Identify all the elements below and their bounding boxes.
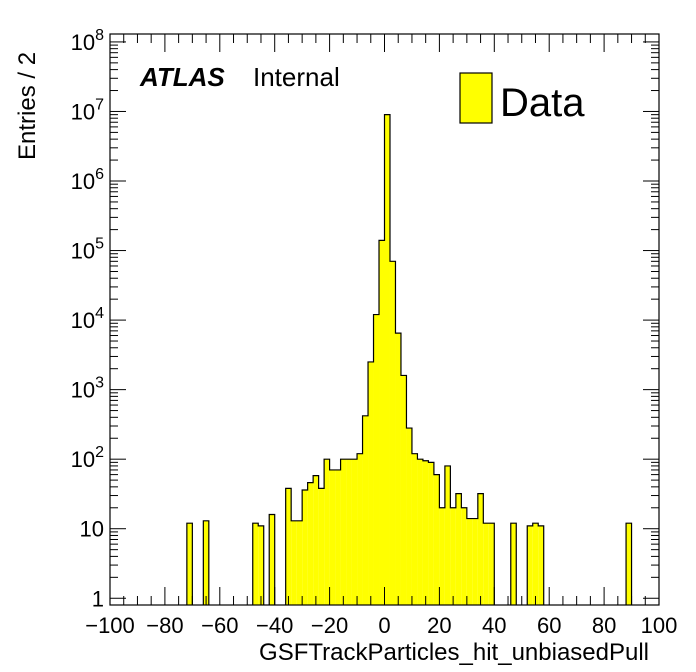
x-tick-label: 60 [537, 613, 561, 638]
legend-label-data: Data [500, 81, 585, 125]
histogram-bin-13 [329, 469, 336, 605]
histogram-bin-42 [488, 523, 495, 605]
histogram-bin-47 [626, 523, 632, 605]
x-axis-title: GSFTrackParticles_hit_unbiasedPull [259, 639, 649, 666]
histogram-outline [186, 114, 633, 605]
y-axis-title: Entries / 2 [14, 52, 41, 160]
atlas-status-label: Internal [253, 62, 340, 92]
histogram-bars [186, 114, 633, 605]
axis-ticks [109, 34, 660, 605]
histogram-bin-19 [362, 415, 369, 605]
histogram-bin-5 [285, 488, 292, 605]
histogram-bin-26 [400, 375, 407, 605]
histogram-bin-7 [296, 520, 303, 605]
histogram-bin-4 [269, 514, 275, 605]
histogram-bin-10 [313, 475, 319, 605]
histogram-bin-18 [357, 453, 363, 605]
histogram-bin-21 [373, 314, 380, 605]
y-tick-label: 104 [71, 305, 104, 333]
histogram-bin-28 [411, 453, 418, 605]
histogram-bin-24 [389, 261, 396, 605]
y-tick-label: 103 [71, 375, 104, 403]
histogram-bin-38 [466, 518, 473, 605]
histogram-bin-20 [368, 361, 374, 605]
histogram-bin-41 [483, 523, 489, 605]
y-tick-label: 102 [71, 444, 104, 472]
histogram-bin-32 [433, 474, 440, 605]
y-tick-label: 1 [92, 586, 104, 611]
histogram-bin-6 [291, 520, 297, 605]
x-tick-label: −100 [85, 613, 135, 638]
histogram-bin-34 [444, 465, 451, 605]
histogram-bin-11 [318, 488, 325, 605]
histogram-bin-3 [258, 525, 264, 605]
x-tick-label: 80 [592, 613, 616, 638]
y-tick-label: 105 [71, 236, 104, 264]
histogram-bin-25 [395, 333, 401, 605]
x-tick-labels: −100 −80 −60 −40 −20 0 20 40 60 80 100 [85, 613, 677, 638]
histogram-bin-33 [439, 507, 445, 605]
histogram-bin-16 [346, 459, 352, 605]
x-tick-label: −60 [201, 613, 238, 638]
histogram-bin-15 [340, 459, 347, 605]
histogram-bin-31 [428, 462, 434, 605]
x-tick-label: 0 [378, 613, 390, 638]
y-tick-labels: 1 10 102 103 104 105 106 107 108 [71, 27, 104, 611]
atlas-brand-label: ATLAS [139, 62, 225, 92]
histogram-bin-30 [422, 460, 429, 605]
histogram-bin-23 [384, 114, 390, 605]
x-tick-label: −80 [146, 613, 183, 638]
y-tick-label: 106 [71, 166, 104, 194]
histogram-bin-45 [532, 523, 539, 605]
histogram-bin-35 [450, 507, 456, 605]
x-tick-label: 40 [482, 613, 506, 638]
histogram-bin-17 [351, 459, 358, 605]
histogram-bin-22 [379, 240, 385, 605]
x-tick-label: −20 [311, 613, 348, 638]
histogram-bin-9 [307, 482, 314, 605]
y-tick-label: 108 [71, 27, 104, 55]
y-tick-label: 10 [80, 517, 104, 542]
x-tick-label: 100 [641, 613, 678, 638]
histogram-bin-27 [406, 428, 412, 605]
x-tick-label: 20 [427, 613, 451, 638]
histogram-bin-2 [252, 523, 259, 605]
histogram-bin-36 [455, 493, 462, 605]
x-tick-label: −40 [256, 613, 293, 638]
histogram-bin-1 [203, 520, 209, 605]
histogram-bin-0 [186, 523, 193, 605]
histogram-bin-40 [477, 493, 484, 605]
histogram-bin-8 [302, 490, 308, 605]
y-tick-label: 107 [71, 96, 104, 124]
histogram-bin-43 [510, 523, 517, 605]
histogram-bin-44 [527, 525, 533, 605]
histogram-bin-46 [538, 525, 544, 605]
histogram-bin-14 [335, 469, 341, 605]
legend-swatch-data [459, 72, 493, 124]
histogram-bin-39 [472, 518, 478, 605]
histogram-bin-29 [417, 459, 423, 605]
histogram-bin-37 [461, 507, 467, 605]
histogram-bin-12 [324, 459, 330, 605]
